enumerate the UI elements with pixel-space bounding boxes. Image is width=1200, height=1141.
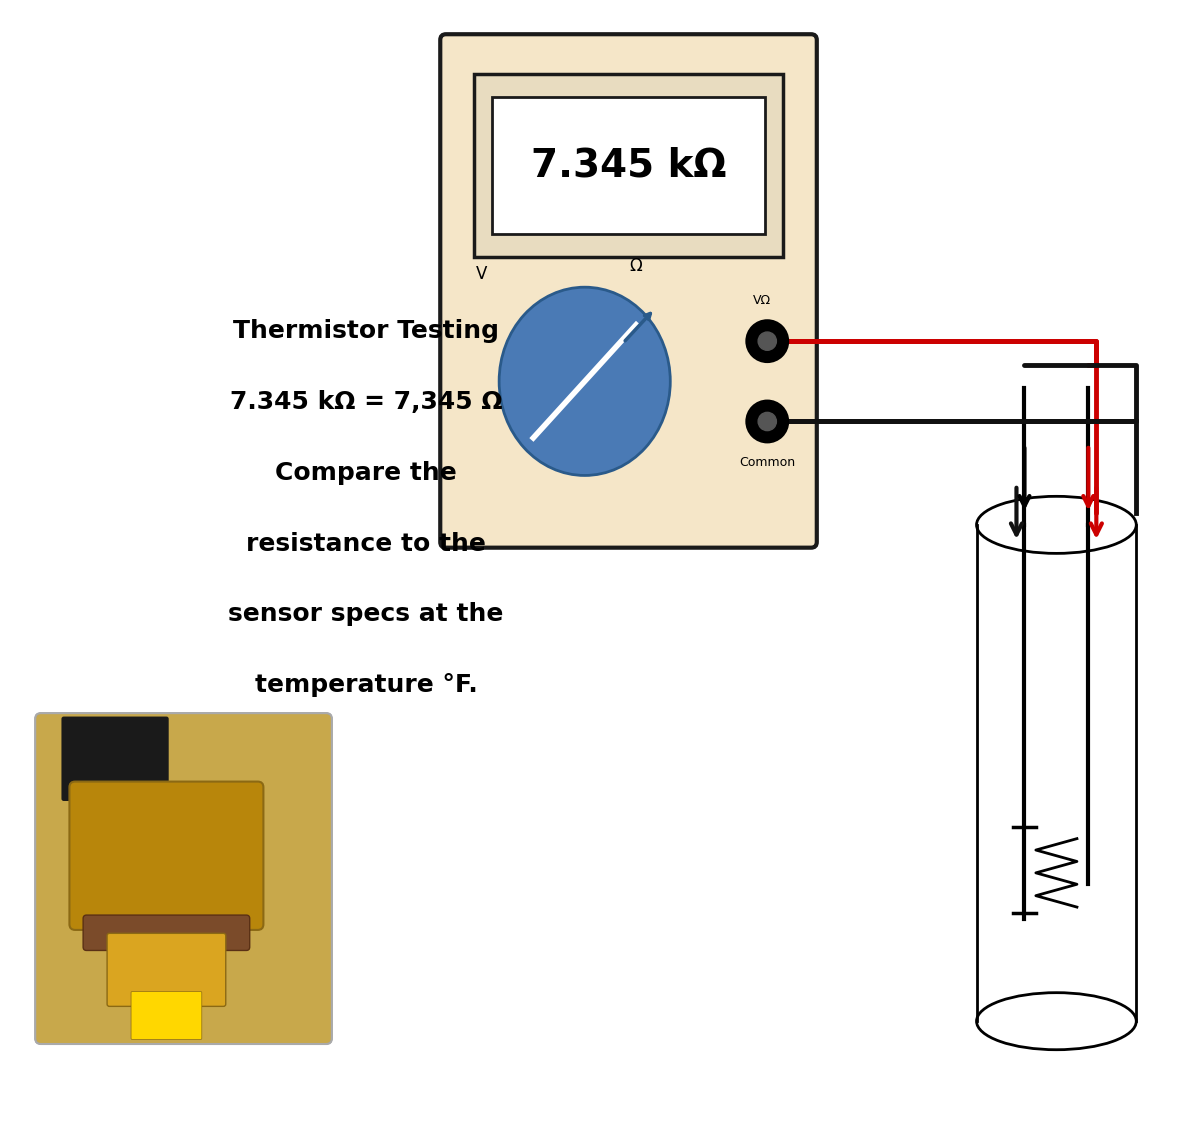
FancyBboxPatch shape bbox=[107, 933, 226, 1006]
Circle shape bbox=[746, 321, 788, 362]
Text: Ω: Ω bbox=[630, 257, 642, 275]
Text: VΩ: VΩ bbox=[752, 294, 770, 307]
Text: 7.345 kΩ: 7.345 kΩ bbox=[530, 146, 726, 185]
Ellipse shape bbox=[499, 288, 671, 476]
Text: 7.345 kΩ = 7,345 Ω: 7.345 kΩ = 7,345 Ω bbox=[230, 390, 503, 414]
Circle shape bbox=[758, 412, 776, 430]
Text: Common: Common bbox=[739, 455, 796, 469]
Text: sensor specs at the: sensor specs at the bbox=[228, 602, 504, 626]
FancyBboxPatch shape bbox=[492, 97, 766, 234]
Text: V: V bbox=[476, 266, 487, 283]
FancyBboxPatch shape bbox=[35, 713, 332, 1044]
Circle shape bbox=[758, 332, 776, 350]
Text: temperature °F.: temperature °F. bbox=[254, 673, 478, 697]
FancyBboxPatch shape bbox=[440, 34, 817, 548]
FancyBboxPatch shape bbox=[131, 992, 202, 1039]
FancyBboxPatch shape bbox=[474, 74, 782, 257]
Text: Thermistor Testing: Thermistor Testing bbox=[233, 319, 499, 343]
Text: Compare the: Compare the bbox=[275, 461, 457, 485]
Circle shape bbox=[746, 400, 788, 442]
Text: resistance to the: resistance to the bbox=[246, 532, 486, 556]
FancyBboxPatch shape bbox=[83, 915, 250, 950]
FancyBboxPatch shape bbox=[70, 782, 264, 930]
FancyBboxPatch shape bbox=[61, 717, 169, 801]
